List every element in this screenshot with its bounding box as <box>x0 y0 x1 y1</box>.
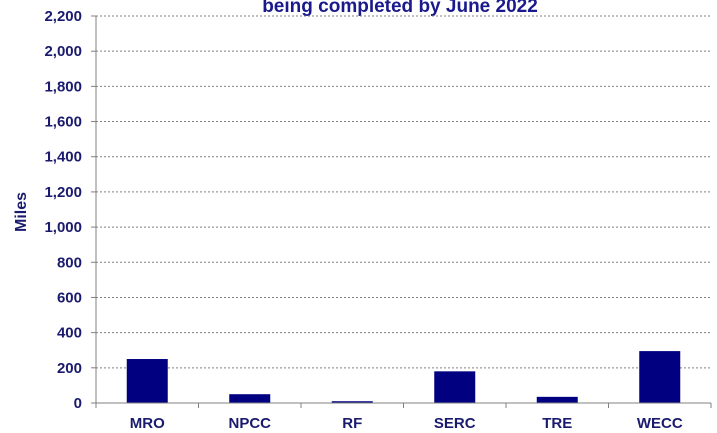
bar-serc <box>434 371 476 403</box>
y-tick-label: 1,400 <box>44 149 82 166</box>
bar-wecc <box>639 351 681 403</box>
x-tick-label: MRO <box>130 415 165 432</box>
x-tick-label: WECC <box>637 415 683 432</box>
x-tick-label: SERC <box>434 415 476 432</box>
gridlines <box>96 15 711 369</box>
y-tick-label: 600 <box>57 289 82 306</box>
y-tick-label: 1,600 <box>44 114 82 131</box>
y-tick-label: 200 <box>57 360 82 377</box>
bar-rf <box>331 401 373 403</box>
y-tick-label: 800 <box>57 254 82 271</box>
y-tick-label: 1,200 <box>44 184 82 201</box>
x-tick-labels: MRO NPCC RF SERC TRE WECC <box>130 415 683 432</box>
y-tick-label: 1,800 <box>44 78 82 95</box>
y-axis-label: Miles <box>13 192 30 232</box>
bars <box>126 351 681 403</box>
bar-mro <box>126 359 168 403</box>
y-tick-labels: 0 200 400 600 800 1,000 1,200 1,400 1,600 1,800 2,… <box>44 8 82 412</box>
y-tick-label: 1,000 <box>44 219 82 236</box>
y-tick-label: 0 <box>74 395 82 412</box>
x-tick-label: RF <box>342 415 362 432</box>
x-tick-label: TRE <box>542 415 572 432</box>
y-tick-label: 2,200 <box>44 8 82 25</box>
y-tick-label: 400 <box>57 325 82 342</box>
bar-npcc <box>229 394 271 403</box>
axes <box>91 15 712 408</box>
bar-tre <box>536 396 578 403</box>
y-tick-label: 2,000 <box>44 43 82 60</box>
x-tick-label: NPCC <box>228 415 271 432</box>
chart-title: being completed by June 2022 <box>262 0 538 17</box>
